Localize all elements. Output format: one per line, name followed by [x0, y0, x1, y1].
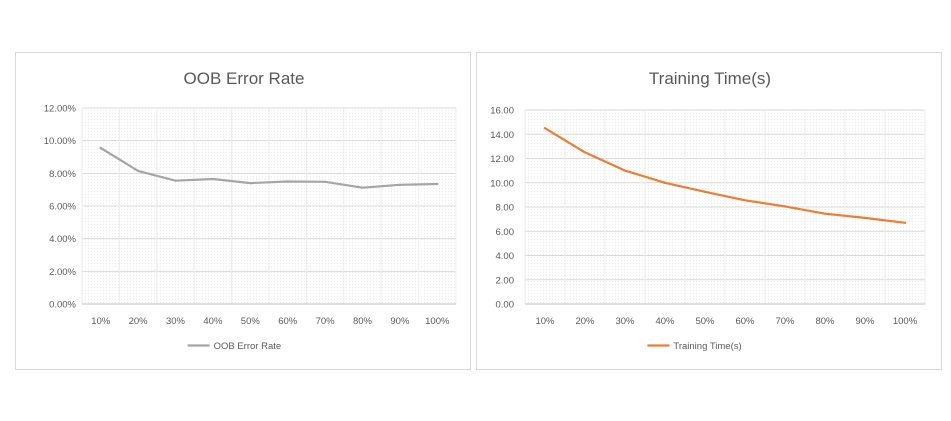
- data-point: [99, 146, 102, 150]
- oob-error-chart-panel: OOB Error Rate 0.00% 2.00% 4.00% 6.00% 8.00%…: [15, 52, 471, 370]
- data-point: [361, 186, 364, 189]
- training-time-chart-panel: Training Time(s) 0.00 2.00 4.00 6.00 8.00 10.…: [476, 52, 942, 370]
- x-tick-label: 20%: [575, 316, 595, 327]
- legend: Training Time(s): [647, 341, 742, 352]
- data-point: [436, 182, 439, 186]
- data-point: [286, 180, 289, 183]
- y-tick-label: 8.00%: [49, 169, 76, 180]
- data-point: [249, 182, 252, 185]
- y-tick-label: 4.00%: [49, 234, 76, 245]
- training-time-chart: Training Time(s) 0.00 2.00 4.00 6.00 8.00 10.…: [490, 69, 926, 352]
- legend-label: OOB Error Rate: [214, 341, 282, 352]
- x-tick-label: 10%: [535, 316, 555, 327]
- x-tick-label: 90%: [855, 316, 875, 327]
- series-line: [543, 127, 907, 224]
- data-point: [783, 205, 787, 208]
- y-tick-label: 0.00: [496, 300, 515, 311]
- x-tick-label: 100%: [425, 316, 450, 327]
- x-tick-label: 70%: [775, 316, 795, 327]
- y-tick-label: 10.00%: [44, 136, 77, 147]
- x-tick-label: 100%: [893, 316, 918, 327]
- data-point: [398, 183, 401, 186]
- y-tick-label: 6.00%: [49, 202, 76, 213]
- y-tick-label: 0.00%: [49, 300, 76, 311]
- data-point: [137, 169, 140, 172]
- y-tick-label: 12.00%: [44, 104, 77, 115]
- x-tick-label: 60%: [735, 316, 755, 327]
- x-tick-label: 80%: [815, 316, 835, 327]
- y-tick-label: 10.00: [490, 178, 514, 189]
- data-point: [663, 181, 667, 184]
- y-tick-label: 6.00: [496, 227, 515, 238]
- data-point: [903, 221, 907, 224]
- oob-error-chart: OOB Error Rate 0.00% 2.00% 4.00% 6.00% 8.00%…: [44, 69, 457, 352]
- y-tick-label: 4.00: [496, 251, 515, 262]
- x-tick-label: 40%: [655, 316, 675, 327]
- x-tick-label: 80%: [353, 316, 373, 327]
- data-point: [743, 199, 747, 202]
- legend-label: Training Time(s): [673, 341, 741, 352]
- x-tick-label: 30%: [615, 316, 635, 327]
- y-tick-label: 2.00%: [49, 267, 76, 278]
- x-tick-label: 50%: [695, 316, 715, 327]
- series-line: [99, 146, 439, 189]
- legend: OOB Error Rate: [187, 341, 282, 352]
- chart-title: OOB Error Rate: [184, 69, 305, 88]
- y-tick-label: 14.00: [490, 130, 514, 141]
- chart-title: Training Time(s): [649, 69, 771, 88]
- x-tick-label: 10%: [91, 316, 111, 327]
- data-point: [324, 180, 327, 183]
- x-tick-label: 60%: [278, 316, 298, 327]
- y-tick-label: 16.00: [490, 106, 514, 117]
- x-tick-label: 90%: [390, 316, 410, 327]
- x-tick-label: 40%: [203, 316, 223, 327]
- data-point: [543, 127, 547, 130]
- y-tick-label: 12.00: [490, 154, 514, 165]
- x-tick-label: 30%: [166, 316, 186, 327]
- y-tick-label: 2.00: [496, 275, 515, 286]
- data-point: [211, 177, 214, 181]
- x-tick-label: 50%: [241, 316, 261, 327]
- data-point: [623, 169, 627, 172]
- data-point: [174, 179, 177, 182]
- data-point: [823, 212, 827, 215]
- data-point: [703, 190, 707, 193]
- data-point: [583, 151, 587, 154]
- y-tick-label: 8.00: [496, 203, 515, 214]
- data-point: [863, 216, 867, 220]
- x-tick-label: 20%: [129, 316, 149, 327]
- x-tick-label: 70%: [316, 316, 336, 327]
